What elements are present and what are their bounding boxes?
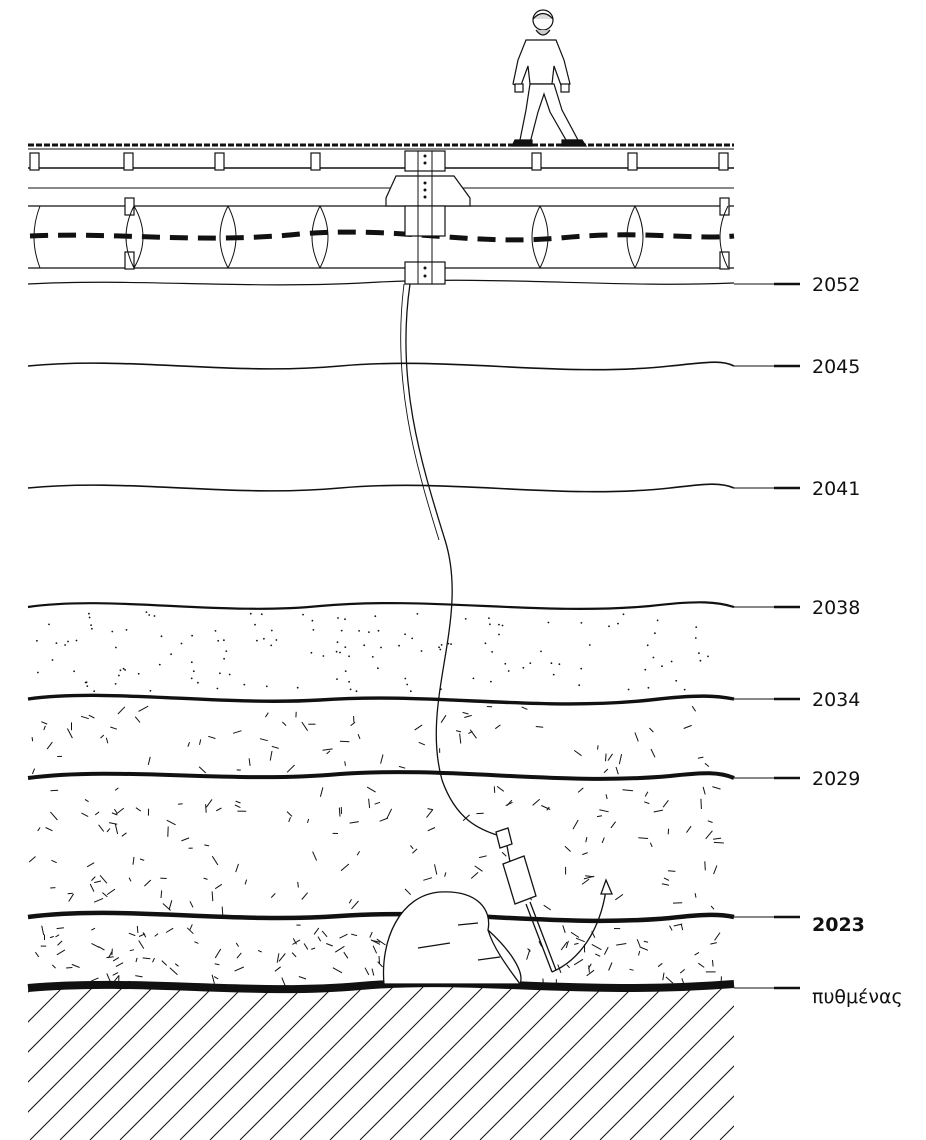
label-2023: 2023 — [812, 914, 865, 936]
ice-platform — [27, 143, 735, 286]
layer-line-2029 — [27, 770, 735, 781]
label-2045: 2045 — [812, 356, 860, 378]
label-bottom: πυθμένας — [812, 986, 903, 1008]
sediment-probe — [495, 827, 613, 973]
layer-line-2041 — [27, 483, 735, 493]
label-2052: 2052 — [812, 274, 860, 296]
layer-line-bottom — [27, 979, 735, 994]
sediment-speckles — [28, 611, 724, 989]
layer-labels: 2052 2045 2041 2038 2034 2029 2023 πυθμέ… — [734, 274, 903, 1008]
boulder — [382, 891, 522, 985]
label-2041: 2041 — [812, 478, 860, 500]
layer-line-2045 — [27, 361, 735, 371]
label-2034: 2034 — [812, 689, 860, 711]
label-2029: 2029 — [812, 768, 860, 790]
layer-line-2023 — [27, 910, 735, 924]
layer-line-2034 — [27, 693, 735, 706]
label-2038: 2038 — [812, 597, 860, 619]
bedrock-hatching — [28, 983, 734, 1140]
worker-figure — [511, 9, 588, 147]
layer-line-2038 — [27, 601, 735, 610]
tether-cable — [405, 283, 501, 837]
layer-lines — [27, 361, 735, 994]
